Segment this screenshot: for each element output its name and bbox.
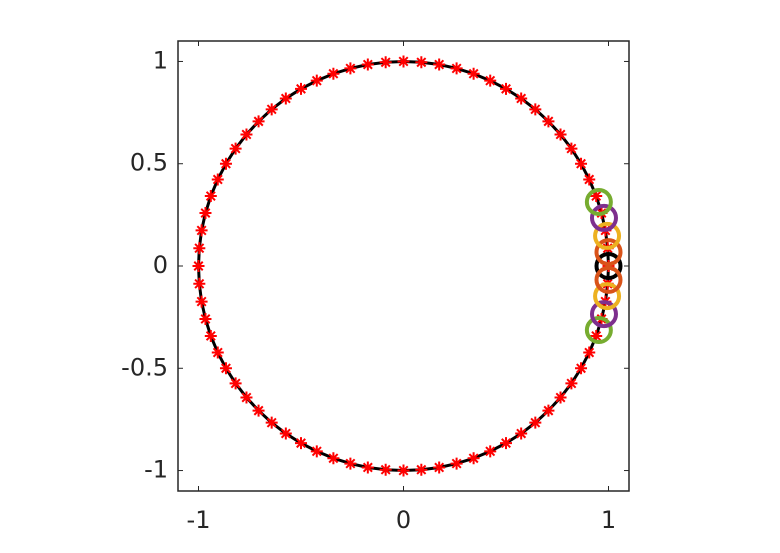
asterisk-marker <box>310 74 323 87</box>
asterisk-marker <box>211 173 224 186</box>
asterisk-marker <box>265 416 278 429</box>
asterisk-marker <box>542 115 555 128</box>
asterisk-marker <box>500 82 512 95</box>
y-tick-label: 0 <box>153 251 168 279</box>
asterisk-marker <box>433 58 446 71</box>
asterisk-marker <box>279 427 292 440</box>
circle-marker <box>589 300 618 329</box>
asterisk-marker <box>204 190 217 203</box>
asterisk-marker <box>219 157 232 170</box>
asterisk-marker <box>515 92 528 105</box>
asterisk-marker <box>199 312 212 325</box>
asterisk-marker <box>450 457 463 470</box>
circle-marker <box>593 282 622 311</box>
asterisk-marker <box>199 207 212 220</box>
asterisk-marker <box>204 329 217 342</box>
asterisk-marker <box>467 67 480 80</box>
asterisk-marker <box>515 427 528 440</box>
asterisk-marker <box>279 92 292 105</box>
asterisk-marker <box>192 260 205 272</box>
circle-marker <box>593 221 622 250</box>
asterisk-marker <box>590 329 603 342</box>
asterisk-marker <box>575 362 588 375</box>
asterisk-marker <box>344 62 357 75</box>
asterisk-marker <box>583 346 596 359</box>
asterisk-marker <box>397 55 410 68</box>
circle-marker <box>594 238 623 267</box>
asterisk-marker <box>500 437 512 450</box>
asterisk-marker <box>219 362 232 375</box>
asterisk-marker <box>240 391 253 404</box>
asterisk-marker <box>554 128 567 141</box>
asterisk-marker <box>467 452 480 465</box>
asterisk-marker <box>195 224 208 237</box>
asterisk-marker <box>433 461 446 474</box>
asterisk-marker <box>484 74 497 87</box>
asterisk-marker <box>379 56 392 69</box>
asterisk-marker <box>397 464 410 477</box>
asterisk-marker <box>195 295 208 308</box>
x-tick-label: 0 <box>396 506 411 534</box>
asterisk-marker <box>361 58 374 71</box>
asterisk-marker <box>229 142 242 155</box>
asterisk-marker <box>415 56 428 69</box>
asterisk-marker <box>583 173 596 186</box>
asterisk-marker <box>379 463 392 476</box>
asterisk-marker <box>240 128 253 141</box>
x-tick-label: 1 <box>601 506 616 534</box>
y-tick-label: -1 <box>144 456 168 484</box>
circle-marker <box>584 316 613 345</box>
x-tick-label: -1 <box>187 506 211 534</box>
asterisk-marker <box>565 377 578 390</box>
asterisk-marker <box>211 346 224 359</box>
asterisk-marker <box>229 377 242 390</box>
asterisk-marker <box>252 115 265 128</box>
asterisk-marker <box>295 82 307 95</box>
asterisk-marker <box>590 190 603 203</box>
asterisk-marker <box>554 391 567 404</box>
asterisk-marker <box>327 67 340 80</box>
asterisk-marker <box>344 457 357 470</box>
asterisk-marker <box>252 404 265 417</box>
circle-marker <box>584 187 613 216</box>
asterisk-marker <box>361 461 374 474</box>
circle-marker <box>589 203 618 232</box>
asterisk-marker <box>327 452 340 465</box>
asterisk-marker <box>265 103 278 116</box>
asterisk-marker <box>193 277 206 290</box>
asterisk-marker <box>529 103 542 116</box>
asterisk-marker <box>529 416 542 429</box>
asterisk-marker <box>450 62 463 75</box>
asterisk-marker <box>295 437 307 450</box>
circle-marker <box>594 252 623 280</box>
y-tick-label: -0.5 <box>121 353 168 381</box>
asterisk-marker <box>415 463 428 476</box>
asterisk-marker <box>575 157 588 170</box>
asterisk-marker <box>542 404 555 417</box>
circle-marker <box>594 265 623 294</box>
asterisk-marker <box>193 242 206 255</box>
asterisk-marker <box>565 142 578 155</box>
y-tick-label: 0.5 <box>130 149 168 177</box>
asterisk-marker <box>484 445 497 458</box>
asterisk-marker <box>310 445 323 458</box>
axes-box <box>177 40 630 492</box>
y-tick-label: 1 <box>153 46 168 74</box>
